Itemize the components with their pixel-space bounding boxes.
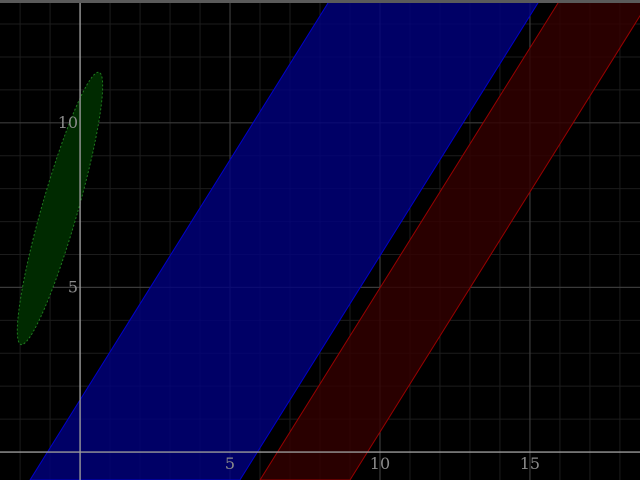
- region-band-0: [29, 0, 541, 480]
- x-tick-label-5: 5: [225, 454, 235, 473]
- window-top-border: [0, 0, 640, 3]
- y-tick-label-5: 5: [68, 277, 78, 296]
- regions: [16, 0, 640, 480]
- region-band-1: [259, 0, 640, 480]
- x-tick-label-10: 10: [370, 454, 390, 473]
- region-ellipse-2: [16, 71, 104, 346]
- y-tick-label-10: 10: [58, 113, 78, 132]
- x-tick-label-15: 15: [520, 454, 540, 473]
- tick-labels: 5 10 15 5 10: [58, 113, 540, 473]
